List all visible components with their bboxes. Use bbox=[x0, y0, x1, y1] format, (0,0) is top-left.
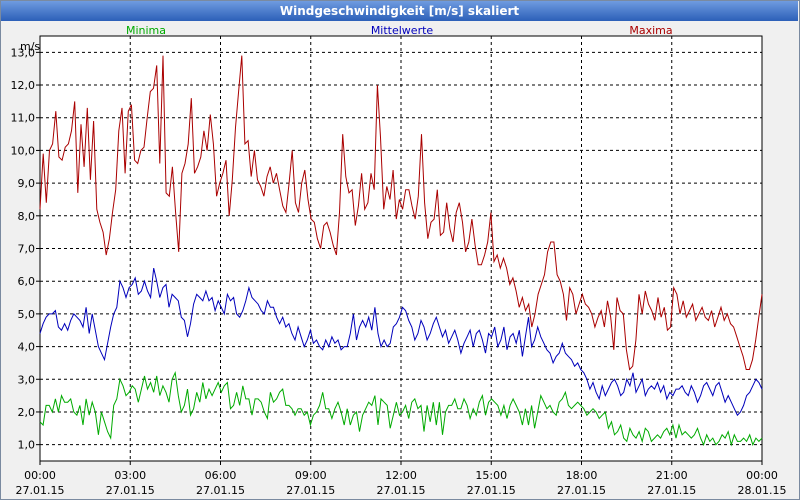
y-tick-label: 12,0 bbox=[11, 79, 36, 92]
x-tick-time: 21:00 bbox=[656, 469, 688, 482]
x-tick-date: 27.01.15 bbox=[557, 484, 606, 497]
y-tick-label: 11,0 bbox=[11, 112, 36, 125]
series-lines bbox=[39, 55, 763, 447]
y-tick-label: 2,0 bbox=[18, 406, 36, 419]
legend-minima: Minima bbox=[126, 24, 166, 37]
x-tick-time: 15:00 bbox=[475, 469, 507, 482]
x-tick-time: 18:00 bbox=[566, 469, 598, 482]
x-tick-time: 00:00 bbox=[746, 469, 778, 482]
y-tick-label: 5,0 bbox=[18, 308, 36, 321]
x-tick-time: 12:00 bbox=[385, 469, 417, 482]
x-axis: 00:00 27.01.15 03:00 27.01.15 06:00 27.01.15 0… bbox=[16, 461, 787, 497]
y-tick-label: 10,0 bbox=[11, 144, 36, 157]
x-tick-date: 28.01.15 bbox=[738, 484, 787, 497]
y-tick-label: 13,0 bbox=[11, 46, 36, 59]
x-tick-time: 06:00 bbox=[205, 469, 237, 482]
x-tick-date: 27.01.15 bbox=[106, 484, 155, 497]
series-line-mittelwerte bbox=[39, 267, 763, 417]
series-line-maxima bbox=[39, 55, 763, 371]
x-tick-date: 27.01.15 bbox=[467, 484, 516, 497]
y-tick-label: 6,0 bbox=[18, 275, 36, 288]
series-line-minima bbox=[39, 370, 763, 447]
x-tick-date: 27.01.15 bbox=[196, 484, 245, 497]
y-tick-label: 3,0 bbox=[18, 373, 36, 386]
x-tick-time: 03:00 bbox=[114, 469, 146, 482]
y-tick-label: 7,0 bbox=[18, 243, 36, 256]
y-tick-label: 9,0 bbox=[18, 177, 36, 190]
x-tick-time: 09:00 bbox=[295, 469, 327, 482]
legend-mittelwerte: Mittelwerte bbox=[371, 24, 434, 37]
x-tick-date: 27.01.15 bbox=[16, 484, 65, 497]
legend: Minima Mittelwerte Maxima bbox=[126, 24, 673, 37]
chart-title: Windgeschwindigkeit [m/s] skaliert bbox=[1, 1, 798, 21]
y-unit-label: m/s bbox=[20, 40, 40, 53]
legend-maxima: Maxima bbox=[629, 24, 672, 37]
x-tick-date: 27.01.15 bbox=[647, 484, 696, 497]
y-tick-label: 8,0 bbox=[18, 210, 36, 223]
y-tick-label: 1,0 bbox=[18, 439, 36, 452]
y-tick-label: 4,0 bbox=[18, 341, 36, 354]
x-tick-time: 00:00 bbox=[24, 469, 56, 482]
y-axis: m/s 1,0 2,0 3,0 4,0 5,0 6,0 7,0 8,0 9,0 10,0 11,0 12… bbox=[11, 40, 41, 452]
x-tick-date: 27.01.15 bbox=[377, 484, 426, 497]
x-tick-date: 27.01.15 bbox=[286, 484, 335, 497]
